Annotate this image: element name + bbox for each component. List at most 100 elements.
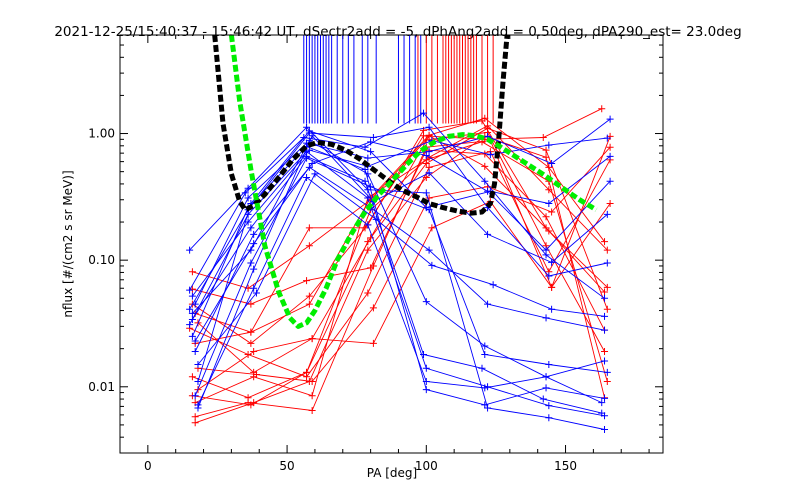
red-series-line <box>192 131 605 352</box>
blue-series-point <box>186 321 194 329</box>
blue-series-point <box>548 305 556 313</box>
blue-series-point <box>188 315 196 323</box>
blue-series-point <box>603 259 611 267</box>
blue-series-point <box>425 123 433 131</box>
x-axis-label: PA [deg] <box>367 466 417 480</box>
blue-series-point <box>481 342 489 350</box>
red-series-point <box>247 339 255 347</box>
blue-series-point <box>425 169 433 177</box>
red-series-point <box>250 347 258 355</box>
blue-series-point <box>186 246 194 254</box>
blue-series-point <box>481 177 489 185</box>
red-series-point <box>542 146 550 154</box>
red-series-point <box>188 373 196 381</box>
blue-series-point <box>598 409 606 417</box>
blue-series-point <box>545 272 553 280</box>
blue-series-point <box>601 394 609 402</box>
blue-series-point <box>603 210 611 218</box>
red-series-point <box>601 238 609 246</box>
red-series-point <box>606 200 614 208</box>
blue-series-line <box>192 139 602 404</box>
blue-series-line <box>197 130 611 382</box>
y-tick-label: 0.10 <box>88 253 115 267</box>
blue-series-point <box>489 281 497 289</box>
blue-series-point <box>191 337 199 345</box>
blue-series-line <box>194 118 611 305</box>
red-series-point <box>420 132 428 140</box>
plot-frame <box>119 34 664 454</box>
blue-series-point <box>250 265 258 273</box>
pa-marker-lines <box>303 35 494 124</box>
blue-series-point <box>481 401 489 409</box>
red-series-point <box>601 288 609 296</box>
blue-series-point <box>369 134 377 142</box>
red-series-point <box>484 124 492 132</box>
blue-series-point <box>484 300 492 308</box>
blue-series-point <box>428 261 436 269</box>
red-series-point <box>247 328 255 336</box>
blue-series-point <box>601 326 609 334</box>
blue-series-point <box>545 414 553 422</box>
x-tick-label: 150 <box>554 459 577 473</box>
blue-series-point <box>364 170 372 178</box>
blue-series-point <box>188 292 196 300</box>
blue-series-point <box>420 350 428 358</box>
red-series-point <box>603 246 611 254</box>
red-series-point <box>369 339 377 347</box>
blue-series-point <box>478 364 486 372</box>
blue-series-point <box>250 240 258 248</box>
blue-series-line <box>189 126 605 430</box>
red-series-point <box>539 134 547 142</box>
blue-series-point <box>601 425 609 433</box>
blue-series-point <box>191 392 199 400</box>
blue-series-point <box>308 159 316 167</box>
red-series-point <box>603 305 611 313</box>
blue-series-line <box>197 176 605 406</box>
blue-series-point <box>484 187 492 195</box>
red-series-point <box>603 283 611 291</box>
red-series-point <box>545 163 553 171</box>
blue-series-point <box>601 294 609 302</box>
y-axis-label: nflux [#/(cm2 s sr MeV)] <box>61 170 75 317</box>
blue-series-point <box>194 378 202 386</box>
chart-title: 2021-12-25/15:40:37 - 15:46:42 UT, dSect… <box>54 24 741 40</box>
blue-series-point <box>422 189 430 197</box>
blue-series-point <box>486 151 494 159</box>
red-series-point <box>606 143 614 151</box>
blue-series-point <box>367 148 375 156</box>
red-series-point <box>305 224 313 232</box>
red-series-point <box>303 277 311 285</box>
blue-series-point <box>603 368 611 376</box>
blue-series-point <box>303 173 311 181</box>
red-series-point <box>422 159 430 167</box>
blue-series-point <box>186 286 194 294</box>
y-tick-label: 1.00 <box>88 127 115 141</box>
red-series-point <box>303 368 311 376</box>
blue-series-point <box>422 152 430 160</box>
blue-series-point <box>542 314 550 322</box>
blue-series-point <box>422 378 430 386</box>
red-series-line <box>195 117 605 333</box>
red-series-line <box>189 151 611 378</box>
blue-series-point <box>303 123 311 131</box>
red-series-point <box>425 194 433 202</box>
x-tick-label: 100 <box>415 459 438 473</box>
blue-series-point <box>367 138 375 146</box>
red-series-point <box>250 373 258 381</box>
blue-series-point <box>247 259 255 267</box>
red-series-line <box>197 201 611 390</box>
red-series-point <box>548 283 556 291</box>
blue-series-point <box>186 305 194 313</box>
red-series-point <box>364 246 372 254</box>
blue-series-point <box>241 189 249 197</box>
blue-series-point <box>244 218 252 226</box>
red-series-line <box>192 149 605 331</box>
red-series-point <box>308 406 316 414</box>
fit-curves <box>212 34 598 329</box>
blue-series-point <box>425 148 433 156</box>
red-series-point <box>548 208 556 216</box>
blue-series-point <box>481 384 489 392</box>
y-tick-label: 0.01 <box>88 380 115 394</box>
blue-series-point <box>252 289 260 297</box>
blue-series-point <box>542 246 550 254</box>
